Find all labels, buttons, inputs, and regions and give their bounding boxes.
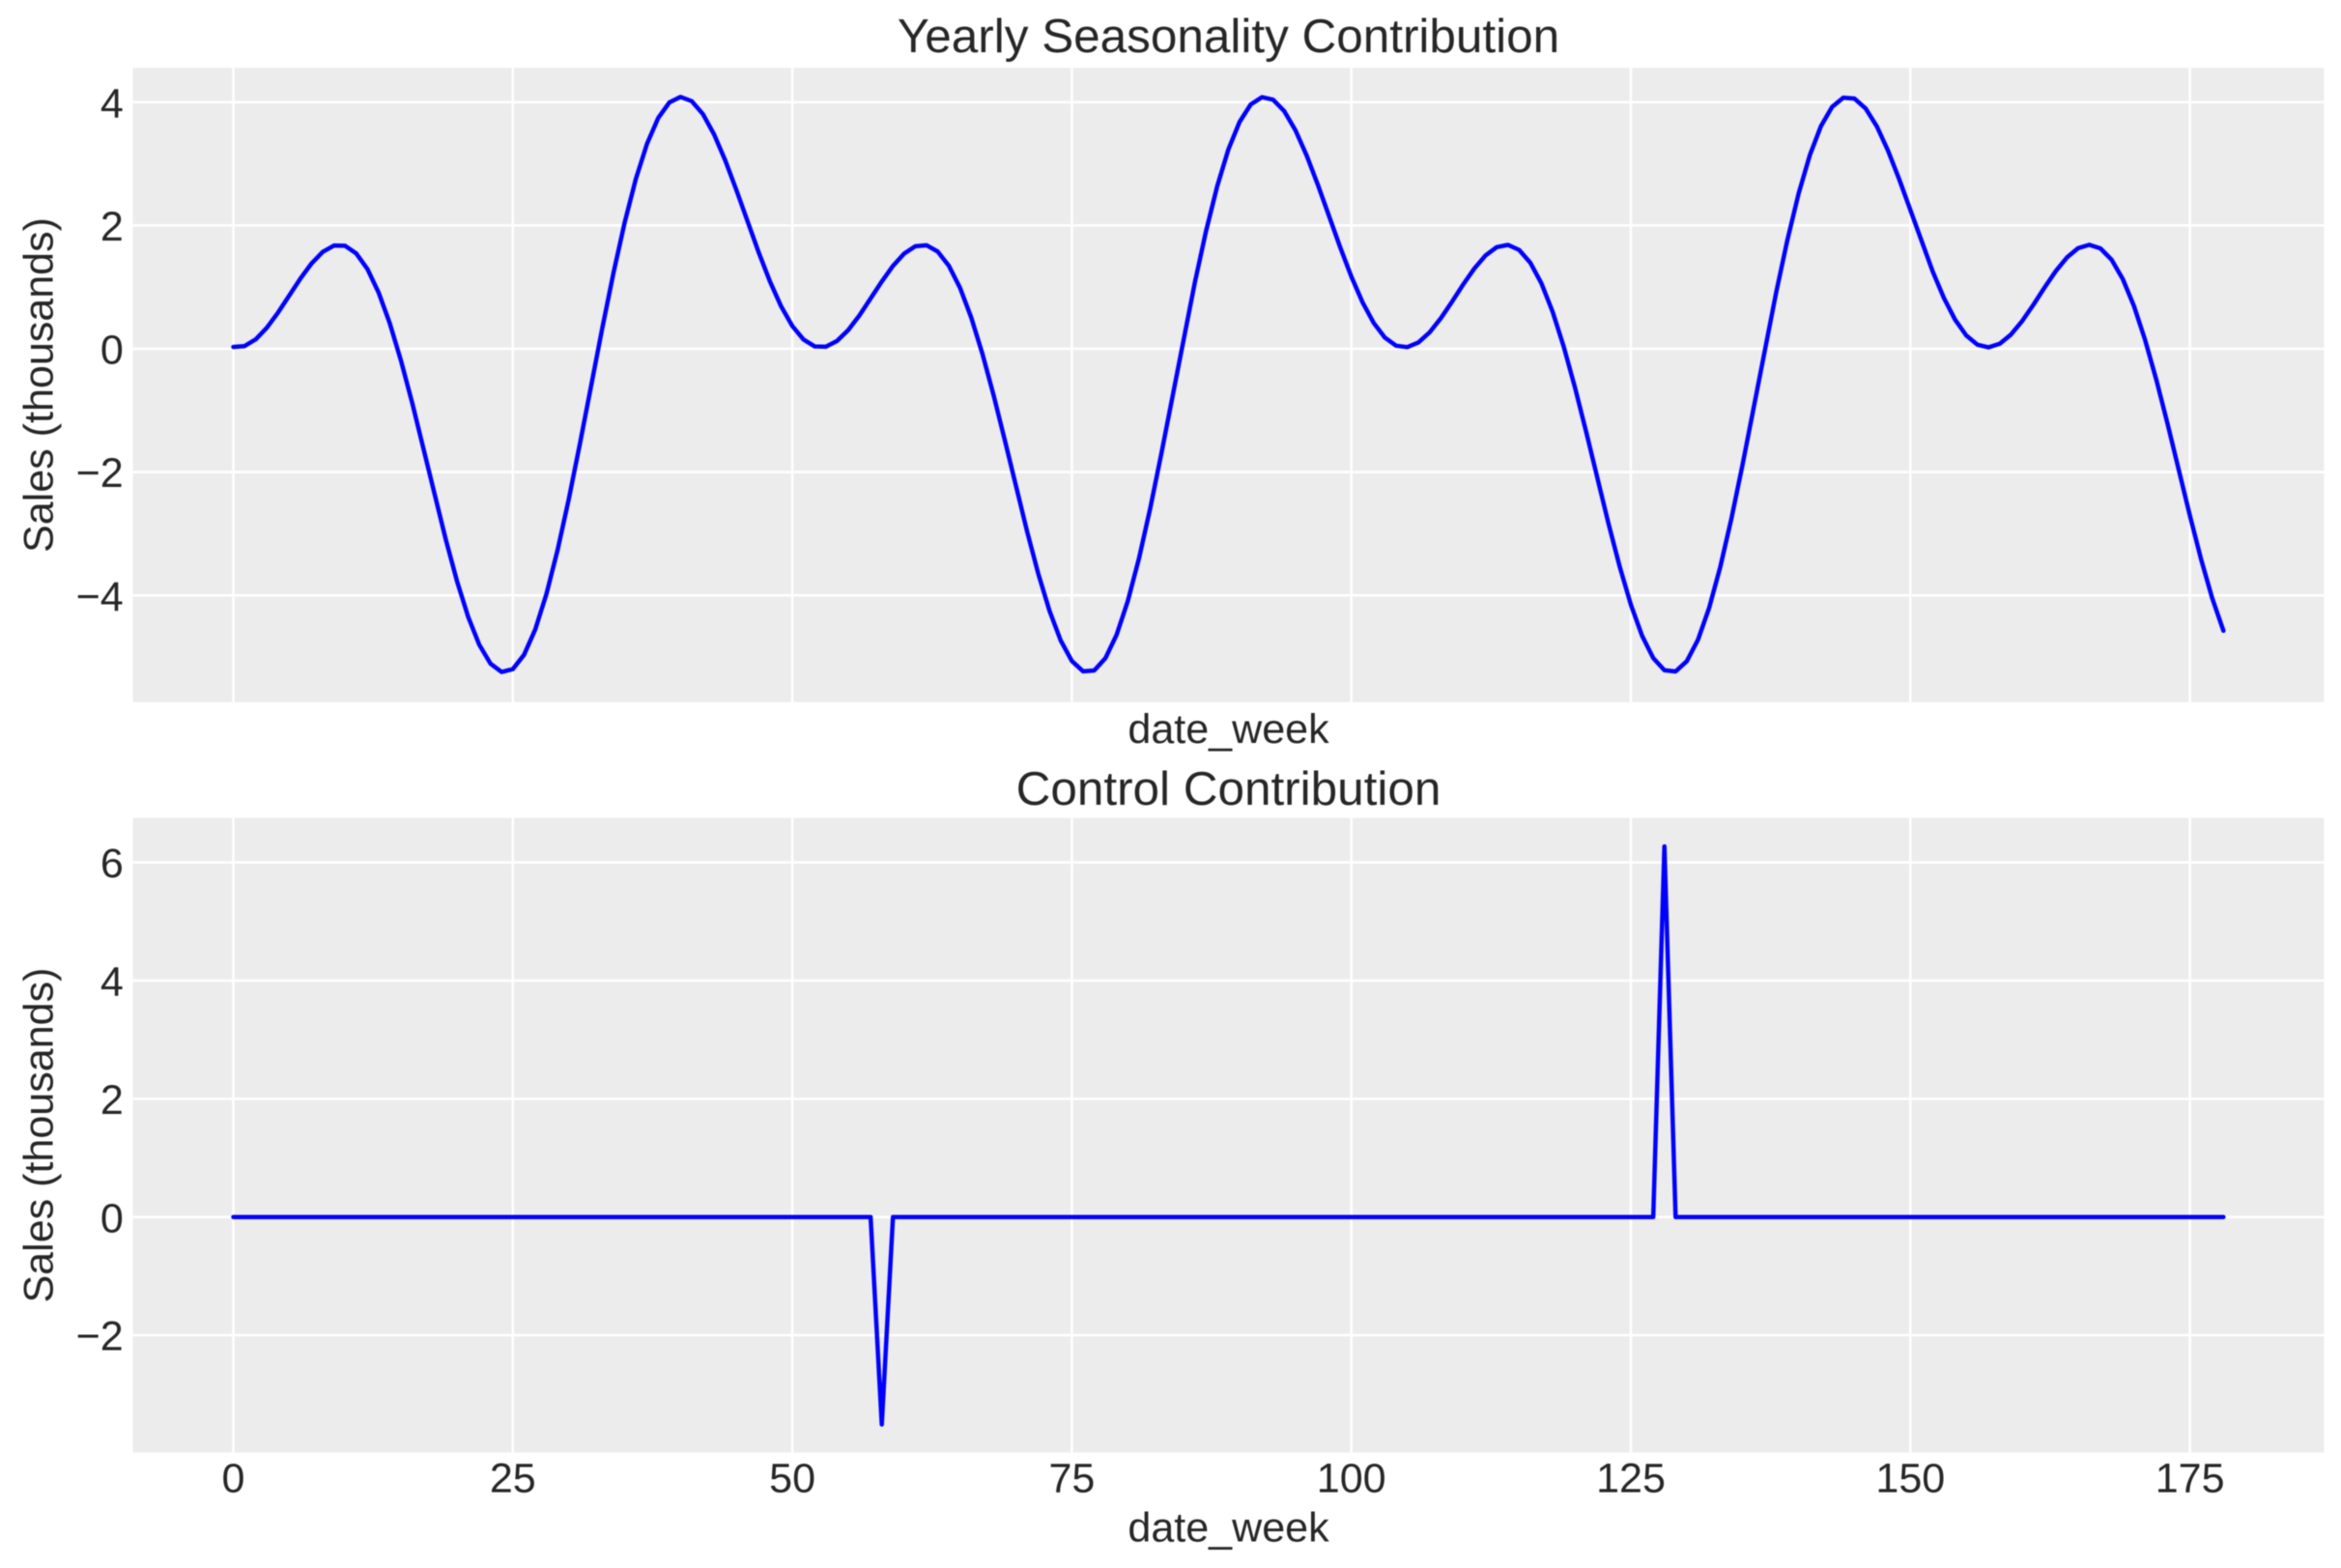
svg-text:4: 4 [100,80,124,127]
svg-text:date_week: date_week [1128,1505,1329,1552]
svg-text:0: 0 [100,328,124,374]
svg-text:−2: −2 [76,450,124,497]
svg-text:0: 0 [222,1455,245,1501]
svg-text:100: 100 [1317,1455,1386,1501]
svg-text:75: 75 [1048,1455,1095,1501]
svg-text:Sales (thousands): Sales (thousands) [15,968,62,1303]
svg-text:0: 0 [100,1195,124,1241]
svg-text:−2: −2 [76,1314,124,1360]
svg-text:4: 4 [100,959,124,1006]
svg-text:Sales (thousands): Sales (thousands) [15,217,62,553]
svg-text:150: 150 [1875,1455,1945,1501]
svg-text:Control Contribution: Control Contribution [1016,762,1442,815]
svg-text:175: 175 [2155,1455,2225,1501]
svg-text:−4: −4 [76,574,124,620]
svg-text:2: 2 [100,204,124,250]
svg-text:date_week: date_week [1128,706,1329,753]
svg-text:125: 125 [1596,1455,1666,1501]
svg-text:50: 50 [769,1455,815,1501]
svg-text:6: 6 [100,841,124,887]
svg-text:Yearly Seasonality Contributio: Yearly Seasonality Contribution [898,10,1559,63]
svg-text:25: 25 [490,1455,536,1501]
svg-text:2: 2 [100,1077,124,1124]
